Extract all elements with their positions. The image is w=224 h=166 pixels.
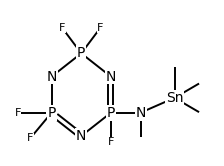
- Text: P: P: [47, 106, 56, 120]
- Text: P: P: [77, 46, 85, 60]
- Text: N: N: [76, 129, 86, 143]
- Text: Sn: Sn: [166, 91, 183, 105]
- Text: F: F: [59, 23, 65, 33]
- Text: F: F: [108, 137, 114, 147]
- Text: N: N: [106, 70, 116, 84]
- Text: P: P: [107, 106, 115, 120]
- Text: N: N: [46, 70, 57, 84]
- Text: F: F: [97, 23, 103, 33]
- Text: F: F: [15, 108, 21, 118]
- Text: F: F: [27, 133, 34, 143]
- Text: N: N: [136, 106, 146, 120]
